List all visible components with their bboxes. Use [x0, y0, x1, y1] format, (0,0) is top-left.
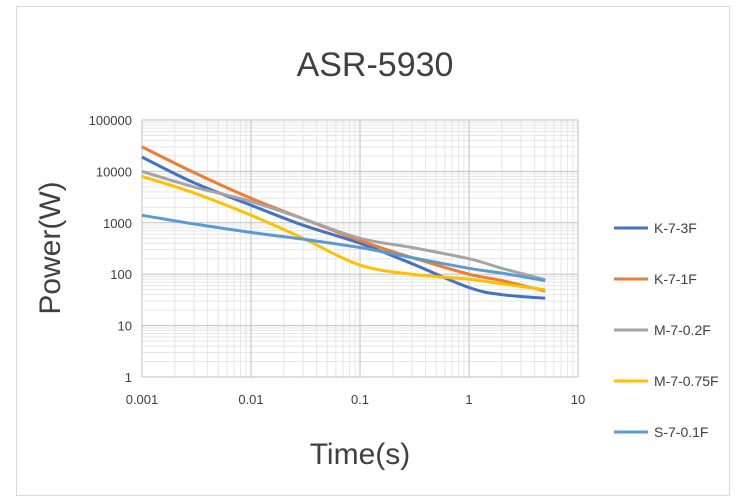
- legend-label: K-7-1F: [654, 271, 697, 287]
- y-tick-label: 10: [118, 319, 132, 334]
- y-tick-label: 100000: [89, 113, 132, 128]
- x-tick-label: 0.001: [126, 392, 159, 407]
- y-tick-label: 100: [110, 267, 132, 282]
- legend: K-7-3F K-7-1F M-7-0.2F M-7-0.75F S-7-0.1F: [614, 220, 719, 440]
- x-tick-label: 0.01: [238, 392, 263, 407]
- series-line-5: [141, 213, 546, 283]
- y-tick-label: 10000: [96, 164, 132, 179]
- series-line-2: [141, 145, 546, 293]
- x-tick-label: 0.1: [351, 392, 369, 407]
- series-line-3: [141, 169, 546, 282]
- y-tick-label: 1000: [103, 216, 132, 231]
- grid: [141, 119, 579, 378]
- legend-label: K-7-3F: [654, 220, 697, 236]
- legend-label: M-7-0.75F: [654, 373, 719, 389]
- x-axis-label: Time(s): [310, 438, 411, 471]
- series-line-4: [141, 174, 546, 292]
- axis-ticks: 0.001 0.01 0.1 1 10 1 10 100 1000 10000 100000: [89, 113, 586, 407]
- x-tick-label: 1: [465, 392, 472, 407]
- chart-title: ASR-5930: [297, 46, 454, 84]
- legend-label: S-7-0.1F: [654, 424, 708, 440]
- series-lines: [141, 145, 546, 300]
- y-axis-label: Power(W): [34, 181, 67, 314]
- legend-label: M-7-0.2F: [654, 322, 711, 338]
- x-tick-label: 10: [571, 392, 585, 407]
- y-tick-label: 1: [125, 370, 132, 385]
